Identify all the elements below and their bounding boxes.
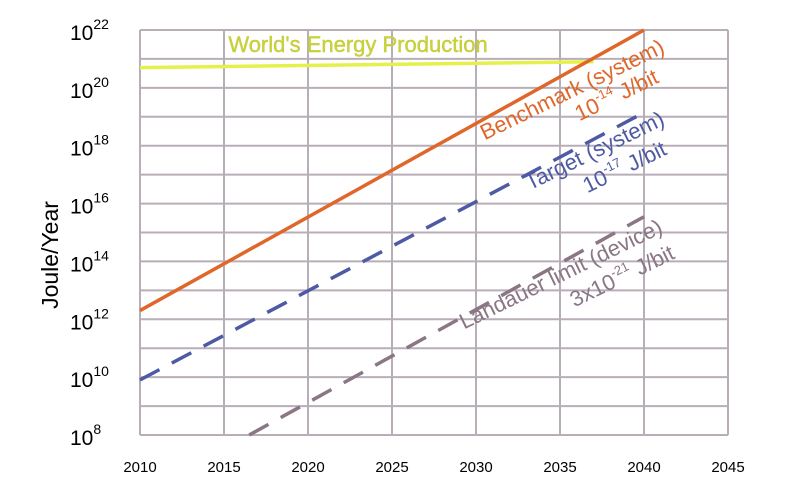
y-tick-base: 10: [70, 80, 93, 103]
x-tick-label: 2025: [375, 459, 408, 476]
series-lines: [139, 28, 645, 437]
series-line-worlds-energy: [139, 59, 594, 70]
y-tick-label: 1018: [70, 132, 109, 161]
landauer-label-2-exponent: -21: [608, 259, 631, 281]
y-axis-label: Joule/Year: [37, 201, 63, 309]
y-tick-label: 1020: [70, 74, 109, 103]
y-tick-exponent: 22: [93, 16, 109, 32]
y-tick-label: 1022: [70, 16, 109, 45]
y-tick-base: 10: [70, 369, 93, 392]
y-tick-label: 108: [70, 421, 101, 450]
y-tick-exponent: 14: [93, 247, 109, 263]
x-tick-label: 2015: [207, 459, 240, 476]
worlds-energy-label: World's Energy Production: [228, 32, 487, 57]
target-label-2-exponent: -17: [600, 155, 623, 177]
y-tick-label: 1016: [70, 190, 109, 219]
y-tick-exponent: 8: [93, 421, 101, 437]
x-tick-label: 2040: [627, 459, 660, 476]
series-line-benchmark: [139, 28, 645, 313]
y-tick-exponent: 18: [93, 132, 109, 148]
y-tick-exponent: 12: [93, 305, 109, 321]
x-tick-label: 2030: [459, 459, 492, 476]
y-tick-base: 10: [70, 311, 93, 334]
y-tick-label: 1014: [70, 247, 109, 276]
x-tick-label: 2010: [123, 459, 156, 476]
grid: [139, 29, 729, 436]
y-tick-label: 1010: [70, 363, 109, 392]
series-line-target: [139, 111, 645, 382]
x-tick-label: 2020: [291, 459, 324, 476]
y-tick-base: 10: [70, 22, 93, 45]
series-line-landauer: [248, 215, 645, 437]
y-tick-base: 10: [70, 138, 93, 161]
y-tick-base: 10: [70, 196, 93, 219]
x-tick-label: 2045: [711, 459, 744, 476]
y-tick-exponent: 16: [93, 190, 109, 206]
y-tick-base: 10: [70, 253, 93, 276]
y-tick-exponent: 20: [93, 74, 109, 90]
benchmark-label-2-exponent: -14: [592, 83, 615, 105]
y-tick-exponent: 10: [93, 363, 109, 379]
y-tick-label: 1012: [70, 305, 109, 334]
worlds-energy-label-text: World's Energy Production: [228, 32, 487, 57]
x-tick-labels: 2010 2015 2020 2025 2030 2035 2040 2045: [123, 459, 744, 476]
x-tick-label: 2035: [543, 459, 576, 476]
y-tick-base: 10: [70, 427, 93, 450]
